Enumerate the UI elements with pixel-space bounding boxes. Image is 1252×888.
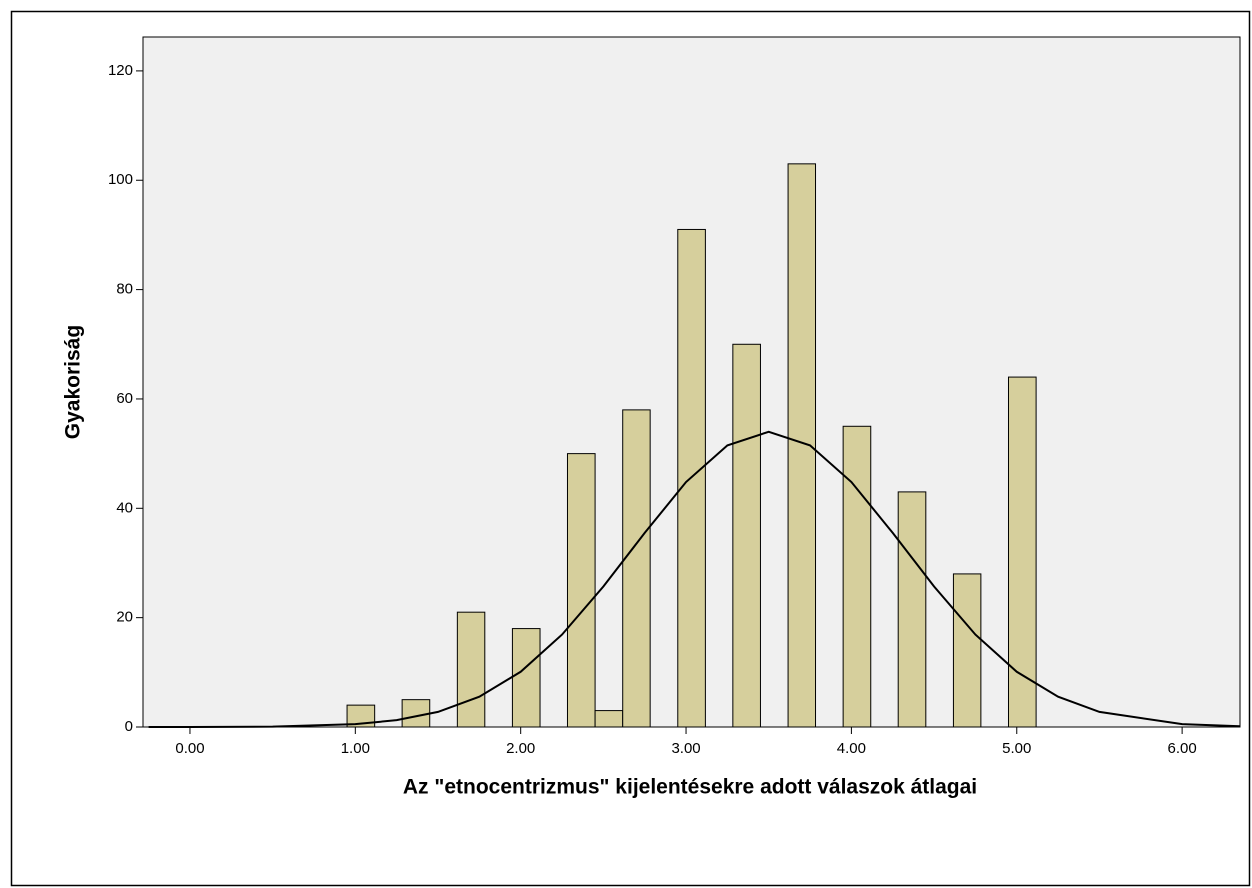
x-tick-label: 2.00 [506,740,535,757]
bar [732,343,761,728]
x-tick-label: 0.00 [175,740,204,757]
x-tick-label: 1.00 [341,740,370,757]
x-tick-label: 3.00 [671,740,700,757]
normal-curve [148,430,1241,728]
bar [511,628,541,728]
y-tick-label: 60 [116,390,133,407]
y-tick-label: 120 [108,62,133,79]
bar [456,611,486,728]
y-axis-title: Gyakoriság [62,325,85,439]
y-tick-label: 100 [108,171,133,188]
bar [401,699,431,728]
x-tick-label: 4.00 [837,740,866,757]
x-tick-label: 6.00 [1168,740,1197,757]
bar [1007,376,1037,728]
y-tick-label: 80 [116,281,133,298]
bar [594,710,624,728]
bar [566,453,596,728]
bar [897,491,927,728]
x-tick-label: 5.00 [1002,740,1031,757]
bar [952,573,982,728]
y-tick-label: 0 [125,718,133,735]
bar [346,704,376,728]
y-tick-label: 40 [116,499,133,516]
bar [842,425,872,728]
bar [622,409,651,728]
x-axis-title: Az "etnocentrizmus" kijelentésekre adott… [403,776,977,799]
y-tick-label: 20 [116,609,133,626]
